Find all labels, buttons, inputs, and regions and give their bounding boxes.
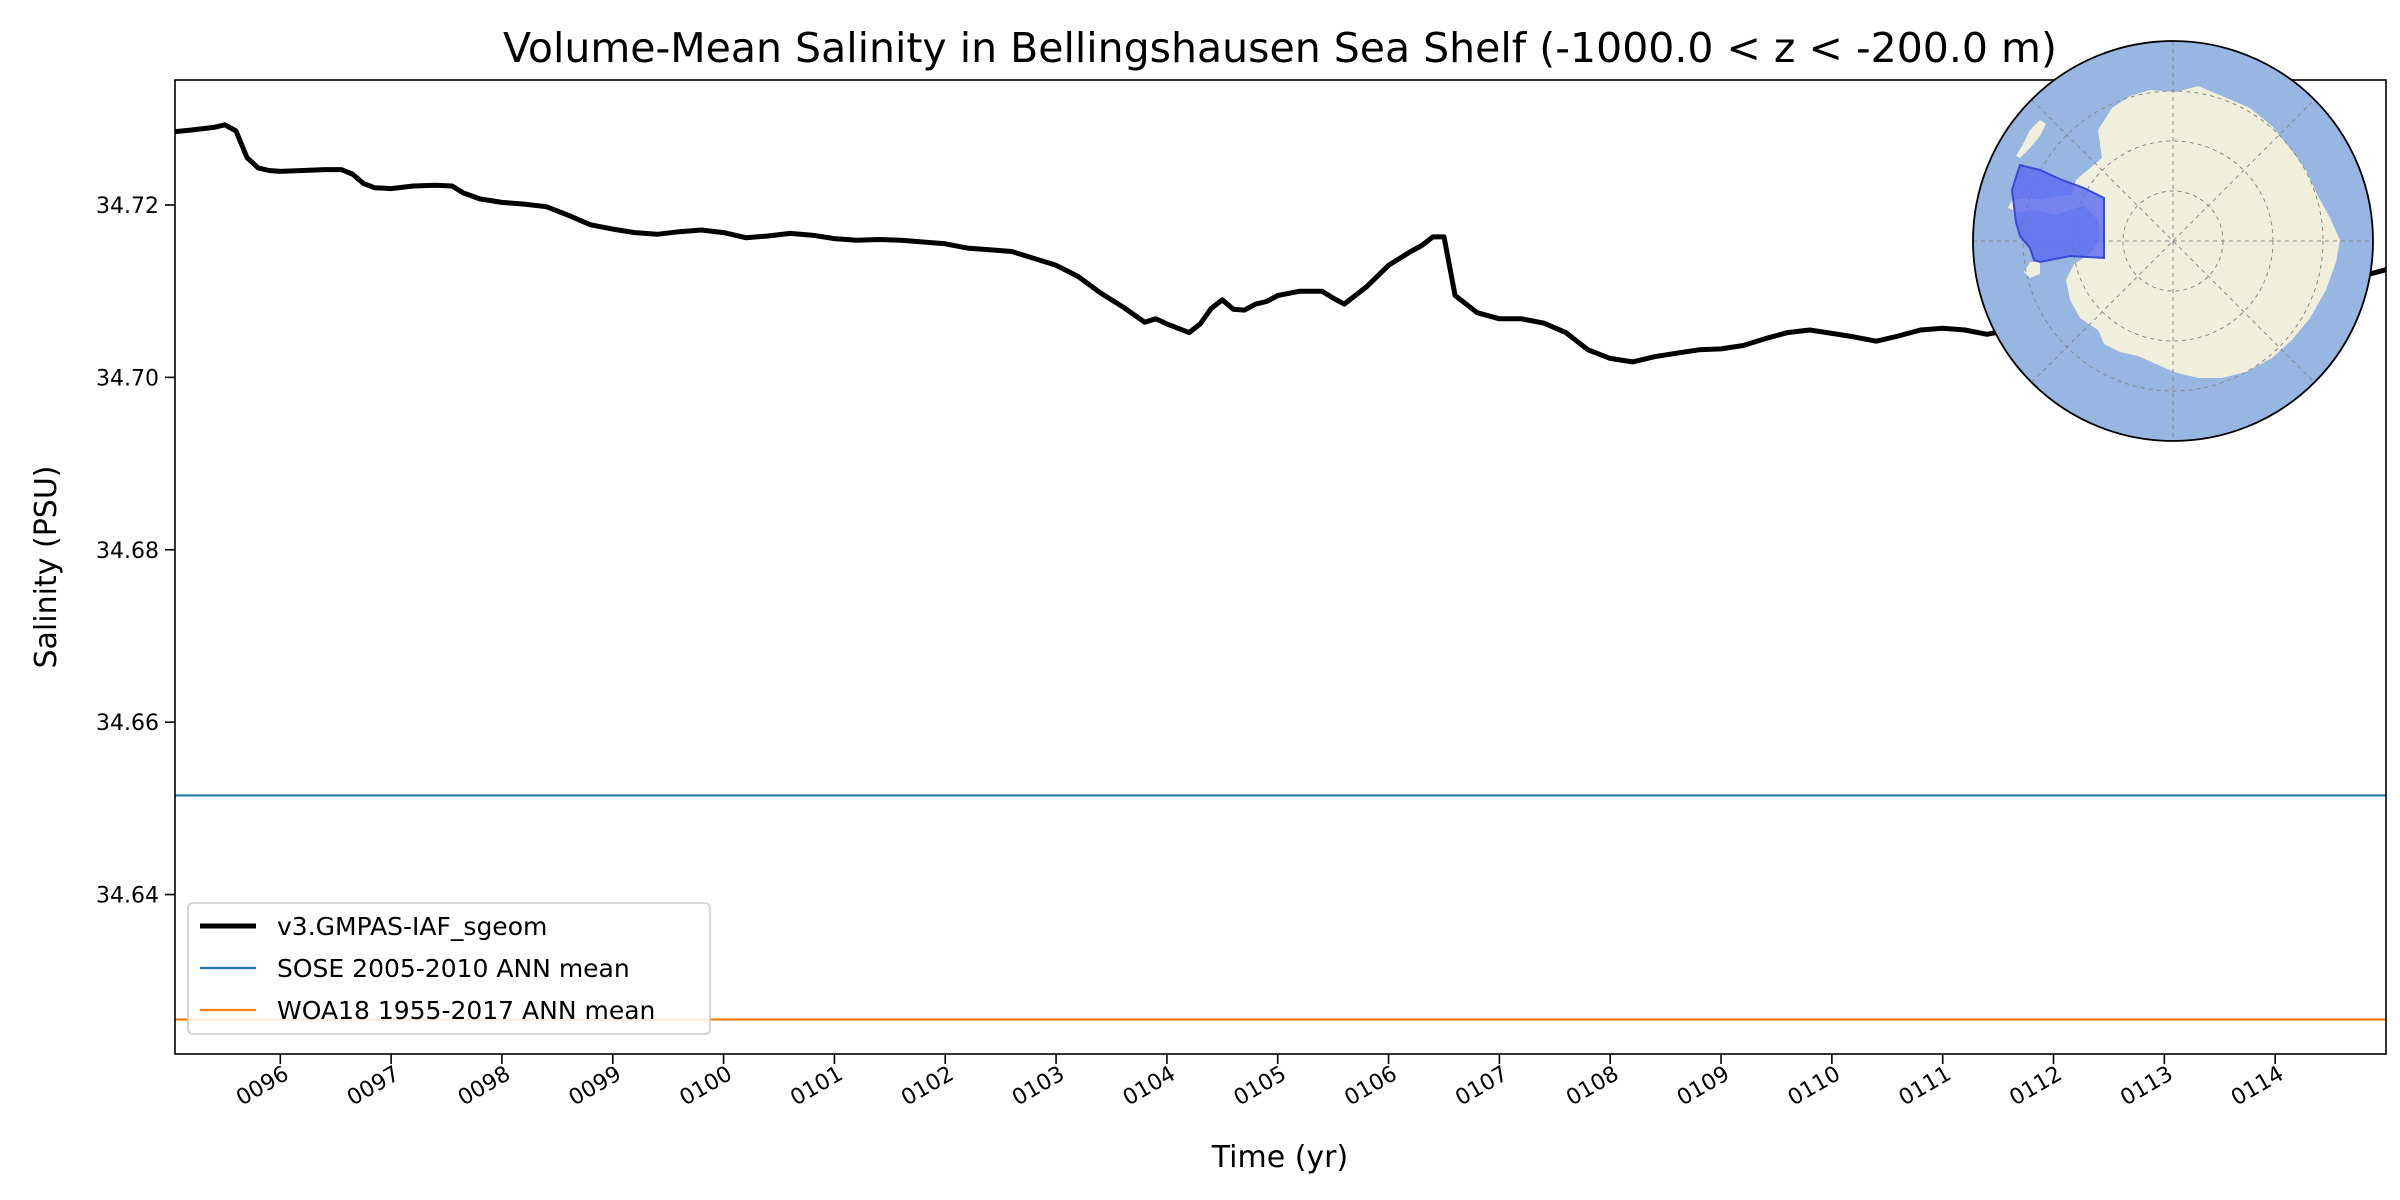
x-tick-label: 0098 bbox=[454, 1062, 515, 1112]
x-tick-label: 0104 bbox=[1119, 1062, 1180, 1112]
bellingshausen-region-polygon bbox=[2010, 163, 2105, 264]
x-tick-label: 0111 bbox=[1895, 1062, 1956, 1112]
x-tick-label: 0101 bbox=[786, 1062, 847, 1112]
y-tick-label: 34.72 bbox=[96, 194, 159, 219]
y-tick-label: 34.66 bbox=[96, 711, 159, 736]
region-inset-map bbox=[1972, 40, 2374, 442]
x-axis-ticks: 0096 0097 0098 0099 0100 0101 0102 0103 0104 0105… bbox=[232, 1054, 2288, 1111]
x-tick-label: 0097 bbox=[343, 1062, 404, 1112]
x-tick-label: 0106 bbox=[1341, 1062, 1402, 1112]
model-salinity-series-line bbox=[175, 122, 2386, 365]
x-tick-label: 0100 bbox=[676, 1062, 737, 1112]
x-tick-label: 0108 bbox=[1562, 1062, 1623, 1112]
x-tick-label: 0103 bbox=[1008, 1062, 1069, 1112]
x-tick-label: 0110 bbox=[1784, 1062, 1845, 1112]
legend-label-model: v3.GMPAS-IAF_sgeom bbox=[277, 912, 547, 941]
y-axis-title: Salinity (PSU) bbox=[29, 466, 64, 669]
x-tick-label: 0113 bbox=[2116, 1062, 2177, 1112]
x-axis-title: Time (yr) bbox=[1211, 1140, 1348, 1175]
x-tick-label: 0102 bbox=[897, 1062, 958, 1112]
y-tick-label: 34.70 bbox=[96, 366, 159, 391]
y-tick-label: 34.64 bbox=[96, 884, 159, 909]
legend-label-sose: SOSE 2005-2010 ANN mean bbox=[277, 954, 630, 983]
y-axis-ticks: 34.64 34.66 34.68 34.70 34.72 bbox=[96, 194, 175, 909]
x-tick-label: 0096 bbox=[232, 1062, 293, 1112]
x-tick-label: 0105 bbox=[1230, 1062, 1291, 1112]
x-tick-label: 0099 bbox=[565, 1062, 626, 1112]
globe-outline bbox=[1972, 40, 2374, 442]
legend: v3.GMPAS-IAF_sgeom SOSE 2005-2010 ANN me… bbox=[187, 902, 711, 1035]
legend-box bbox=[187, 902, 711, 1035]
plot-frame bbox=[174, 79, 2387, 1055]
x-tick-label: 0109 bbox=[1673, 1062, 1734, 1112]
x-tick-label: 0112 bbox=[2006, 1062, 2067, 1112]
legend-label-woa18: WOA18 1955-2017 ANN mean bbox=[277, 996, 655, 1025]
x-tick-label: 0114 bbox=[2227, 1062, 2288, 1112]
y-tick-label: 34.68 bbox=[96, 539, 159, 564]
x-tick-label: 0107 bbox=[1451, 1062, 1512, 1112]
chart-title: Volume-Mean Salinity in Bellingshausen S… bbox=[503, 24, 2057, 72]
